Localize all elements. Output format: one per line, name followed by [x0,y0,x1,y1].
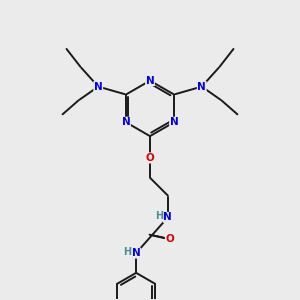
Text: N: N [94,82,103,92]
Text: N: N [169,117,178,127]
Text: O: O [146,153,154,163]
Text: H: H [123,247,131,257]
Text: N: N [197,82,206,92]
Text: N: N [146,76,154,85]
Text: H: H [155,212,163,221]
Text: N: N [122,117,130,127]
Text: N: N [132,248,140,258]
Text: O: O [165,234,174,244]
Text: N: N [164,212,172,222]
